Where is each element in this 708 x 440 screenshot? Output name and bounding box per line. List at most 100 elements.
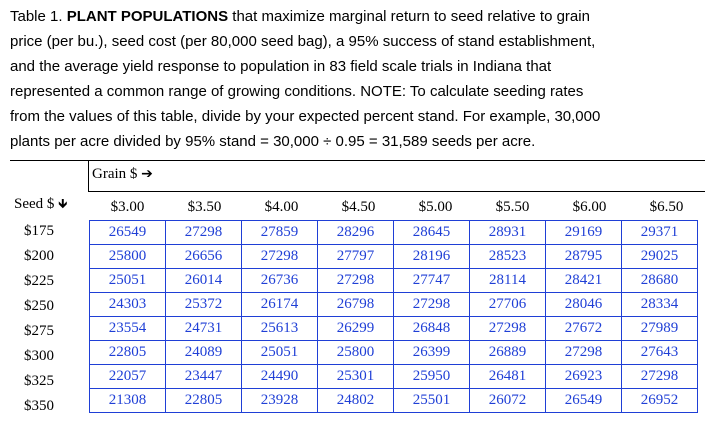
population-cell: 28645 (393, 220, 470, 245)
seed-cost-row-label: $275 (24, 323, 54, 339)
population-cell: 27298 (241, 244, 318, 269)
population-cell: 25501 (393, 388, 470, 413)
population-cell: 24303 (89, 292, 166, 317)
caption-bold-title: PLANT POPULATIONS (66, 8, 229, 25)
population-cell: 28421 (545, 268, 622, 293)
population-cell: 28680 (621, 268, 698, 293)
seed-cost-row-label: $175 (24, 223, 54, 239)
seed-cost-row-label: $325 (24, 373, 54, 389)
population-cell: 28334 (621, 292, 698, 317)
arrow-down-icon: 🡻 (58, 197, 68, 212)
population-cell: 27298 (317, 268, 394, 293)
seed-cost-row-label: $300 (24, 348, 54, 364)
population-cell: 24802 (317, 388, 394, 413)
population-cell: 26014 (165, 268, 242, 293)
seed-cost-row-label: $200 (24, 248, 54, 264)
grain-price-header: $6.50 (649, 199, 684, 215)
population-cell: 22057 (89, 364, 166, 389)
population-cell: 29371 (621, 220, 698, 245)
grain-price-label-text: Grain $ (92, 166, 138, 182)
seed-cost-label: Seed $ 🡻 (14, 195, 68, 217)
caption-line-6: plants per acre divided by 95% stand = 3… (10, 133, 536, 150)
population-cell: 26952 (621, 388, 698, 413)
population-cell: 22805 (165, 388, 242, 413)
seed-cost-label-text: Seed $ (14, 196, 55, 212)
population-cell: 25800 (89, 244, 166, 269)
population-cell: 27859 (241, 220, 318, 245)
population-cell: 21308 (89, 388, 166, 413)
population-cell: 25613 (241, 316, 318, 341)
population-cell: 28795 (545, 244, 622, 269)
population-cell: 25301 (317, 364, 394, 389)
population-cell: 26848 (393, 316, 470, 341)
population-cell: 26481 (469, 364, 546, 389)
population-cell: 27298 (469, 316, 546, 341)
caption-line-2: price (per bu.), seed cost (per 80,000 s… (10, 33, 596, 50)
caption-prefix: Table 1. (10, 8, 67, 25)
population-cell: 28296 (317, 220, 394, 245)
population-cell: 26798 (317, 292, 394, 317)
grain-header-divider (88, 191, 705, 192)
population-cell: 23928 (241, 388, 318, 413)
caption-line-4: represented a common range of growing co… (10, 83, 584, 100)
caption-line-3: and the average yield response to popula… (10, 58, 552, 75)
population-cell: 27797 (317, 244, 394, 269)
population-cell: 26549 (545, 388, 622, 413)
population-cell: 24490 (241, 364, 318, 389)
seed-cost-row-label: $350 (24, 398, 54, 414)
plant-population-table: 26549 27298 27859 28296 28645 28931 29169 29371… (89, 220, 698, 413)
population-cell: 26736 (241, 268, 318, 293)
table-caption: Table 1. PLANT POPULATIONS that maximize… (10, 4, 700, 154)
population-cell: 28931 (469, 220, 546, 245)
population-cell: 22805 (89, 340, 166, 365)
population-cell: 26549 (89, 220, 166, 245)
table-row: 21308 22805 23928 24802 25501 26072 26549 26952 (89, 388, 698, 413)
table-row: 26549 27298 27859 28296 28645 28931 29169 29371 (89, 220, 698, 245)
population-cell: 26299 (317, 316, 394, 341)
population-cell: 27643 (621, 340, 698, 365)
grain-price-header: $4.50 (341, 199, 376, 215)
population-cell: 28196 (393, 244, 470, 269)
population-cell: 29025 (621, 244, 698, 269)
population-cell: 26174 (241, 292, 318, 317)
population-cell: 27747 (393, 268, 470, 293)
population-cell: 25800 (317, 340, 394, 365)
grain-price-header: $6.00 (572, 199, 607, 215)
table-row: 23554 24731 25613 26299 26848 27298 27672 27989 (89, 316, 698, 341)
population-cell: 27298 (165, 220, 242, 245)
grain-price-header: $3.50 (187, 199, 222, 215)
population-cell: 25051 (241, 340, 318, 365)
caption-line-1-rest: that maximize marginal return to seed re… (228, 8, 590, 25)
arrow-right-icon: ➔ (141, 166, 153, 182)
grain-price-header: $3.00 (110, 199, 145, 215)
caption-line-1: Table 1. PLANT POPULATIONS that maximize… (10, 4, 700, 29)
population-cell: 23447 (165, 364, 242, 389)
table-row: 22057 23447 24490 25301 25950 26481 26923 27298 (89, 364, 698, 389)
population-cell: 26889 (469, 340, 546, 365)
population-cell: 25372 (165, 292, 242, 317)
grain-price-header: $5.00 (418, 199, 453, 215)
caption-divider (10, 160, 705, 161)
population-cell: 27706 (469, 292, 546, 317)
population-cell: 26072 (469, 388, 546, 413)
table-row: 22805 24089 25051 25800 26399 26889 27298 27643 (89, 340, 698, 365)
caption-line-5: from the values of this table, divide by… (10, 108, 601, 125)
population-cell: 27672 (545, 316, 622, 341)
population-cell: 24089 (165, 340, 242, 365)
table-row: 25800 26656 27298 27797 28196 28523 28795 29025 (89, 244, 698, 269)
seed-cost-row-label: $225 (24, 273, 54, 289)
population-cell: 27989 (621, 316, 698, 341)
grain-price-label: Grain $ ➔ (92, 166, 153, 183)
population-cell: 26399 (393, 340, 470, 365)
seed-cost-row-label: $250 (24, 298, 54, 314)
population-cell: 29169 (545, 220, 622, 245)
population-cell: 25051 (89, 268, 166, 293)
population-cell: 27298 (621, 364, 698, 389)
population-cell: 27298 (393, 292, 470, 317)
table-row: 24303 25372 26174 26798 27298 27706 28046 28334 (89, 292, 698, 317)
population-cell: 28114 (469, 268, 546, 293)
population-cell: 28523 (469, 244, 546, 269)
population-cell: 26656 (165, 244, 242, 269)
population-cell: 28046 (545, 292, 622, 317)
population-cell: 27298 (545, 340, 622, 365)
